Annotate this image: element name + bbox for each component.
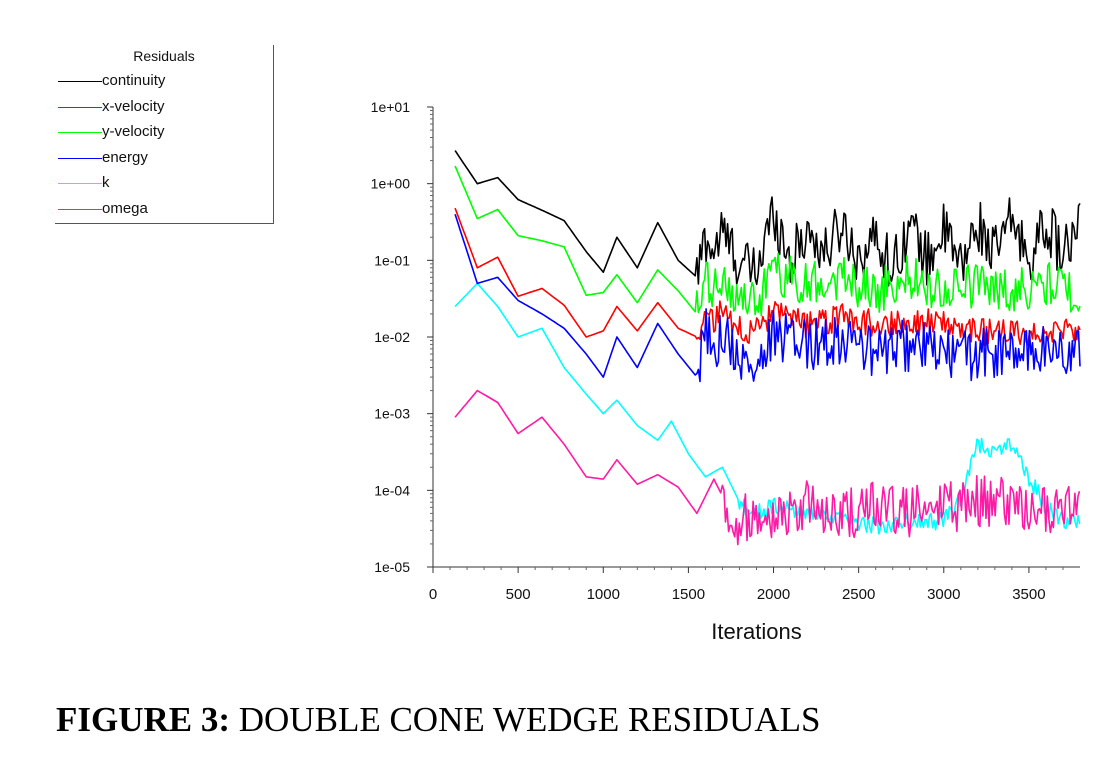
legend-label: x-velocity bbox=[102, 97, 165, 115]
y-tick-label: 1e-03 bbox=[374, 406, 410, 422]
caption-text: DOUBLE CONE WEDGE RESIDUALS bbox=[230, 700, 821, 739]
legend-item-k: k bbox=[55, 172, 273, 196]
caption-label: FIGURE 3: bbox=[56, 700, 231, 739]
legend-swatch bbox=[58, 208, 102, 210]
x-axis-label: Iterations bbox=[711, 619, 802, 644]
legend-label: continuity bbox=[102, 72, 166, 89]
legend-label: omega bbox=[102, 199, 148, 217]
legend: Residuals continuity x-velocity y-velocity… bbox=[55, 45, 274, 224]
legend-swatch bbox=[58, 183, 102, 184]
y-tick-label: 1e+01 bbox=[371, 99, 411, 115]
residuals-plot: 1e+01 1e+00 1e-01 1e-02 1e-03 1e-04 1e-05 0 500 1… bbox=[371, 99, 1081, 644]
x-tick-label: 1500 bbox=[672, 586, 705, 603]
legend-label: energy bbox=[102, 148, 148, 166]
series-line-continuity bbox=[454, 150, 1081, 287]
legend-label: k bbox=[102, 174, 110, 191]
legend-swatch bbox=[58, 106, 102, 108]
x-tick-label: 2000 bbox=[757, 586, 790, 603]
legend-label: y-velocity bbox=[102, 123, 165, 140]
legend-swatch bbox=[58, 132, 102, 133]
y-tick-label: 1e+00 bbox=[371, 176, 411, 192]
x-tick-label: 3500 bbox=[1012, 586, 1045, 603]
legend-item-x-velocity: x-velocity bbox=[55, 96, 273, 120]
series-line-energy bbox=[454, 213, 1081, 383]
legend-item-omega: omega bbox=[55, 198, 273, 222]
legend-item-y-velocity: y-velocity bbox=[55, 121, 273, 145]
figure-caption: FIGURE 3: DOUBLE CONE WEDGE RESIDUALS bbox=[56, 700, 820, 740]
legend-title: Residuals bbox=[133, 48, 195, 64]
x-tick-label: 2500 bbox=[842, 586, 875, 603]
legend-item-continuity: continuity bbox=[55, 70, 273, 94]
y-tick-label: 1e-01 bbox=[374, 252, 410, 268]
series-line-omega bbox=[454, 389, 1081, 546]
y-tick-label: 1e-02 bbox=[374, 329, 410, 345]
series-line-y-velocity bbox=[454, 165, 1081, 317]
legend-swatch bbox=[58, 81, 102, 82]
y-tick-label: 1e-04 bbox=[374, 482, 410, 498]
legend-swatch bbox=[58, 157, 102, 159]
x-tick-label: 3000 bbox=[927, 586, 960, 603]
x-tick-label: 500 bbox=[506, 586, 531, 603]
legend-item-energy: energy bbox=[55, 147, 273, 171]
y-tick-label: 1e-05 bbox=[374, 559, 410, 575]
x-tick-label: 1000 bbox=[587, 586, 620, 603]
x-tick-label: 0 bbox=[429, 586, 437, 603]
